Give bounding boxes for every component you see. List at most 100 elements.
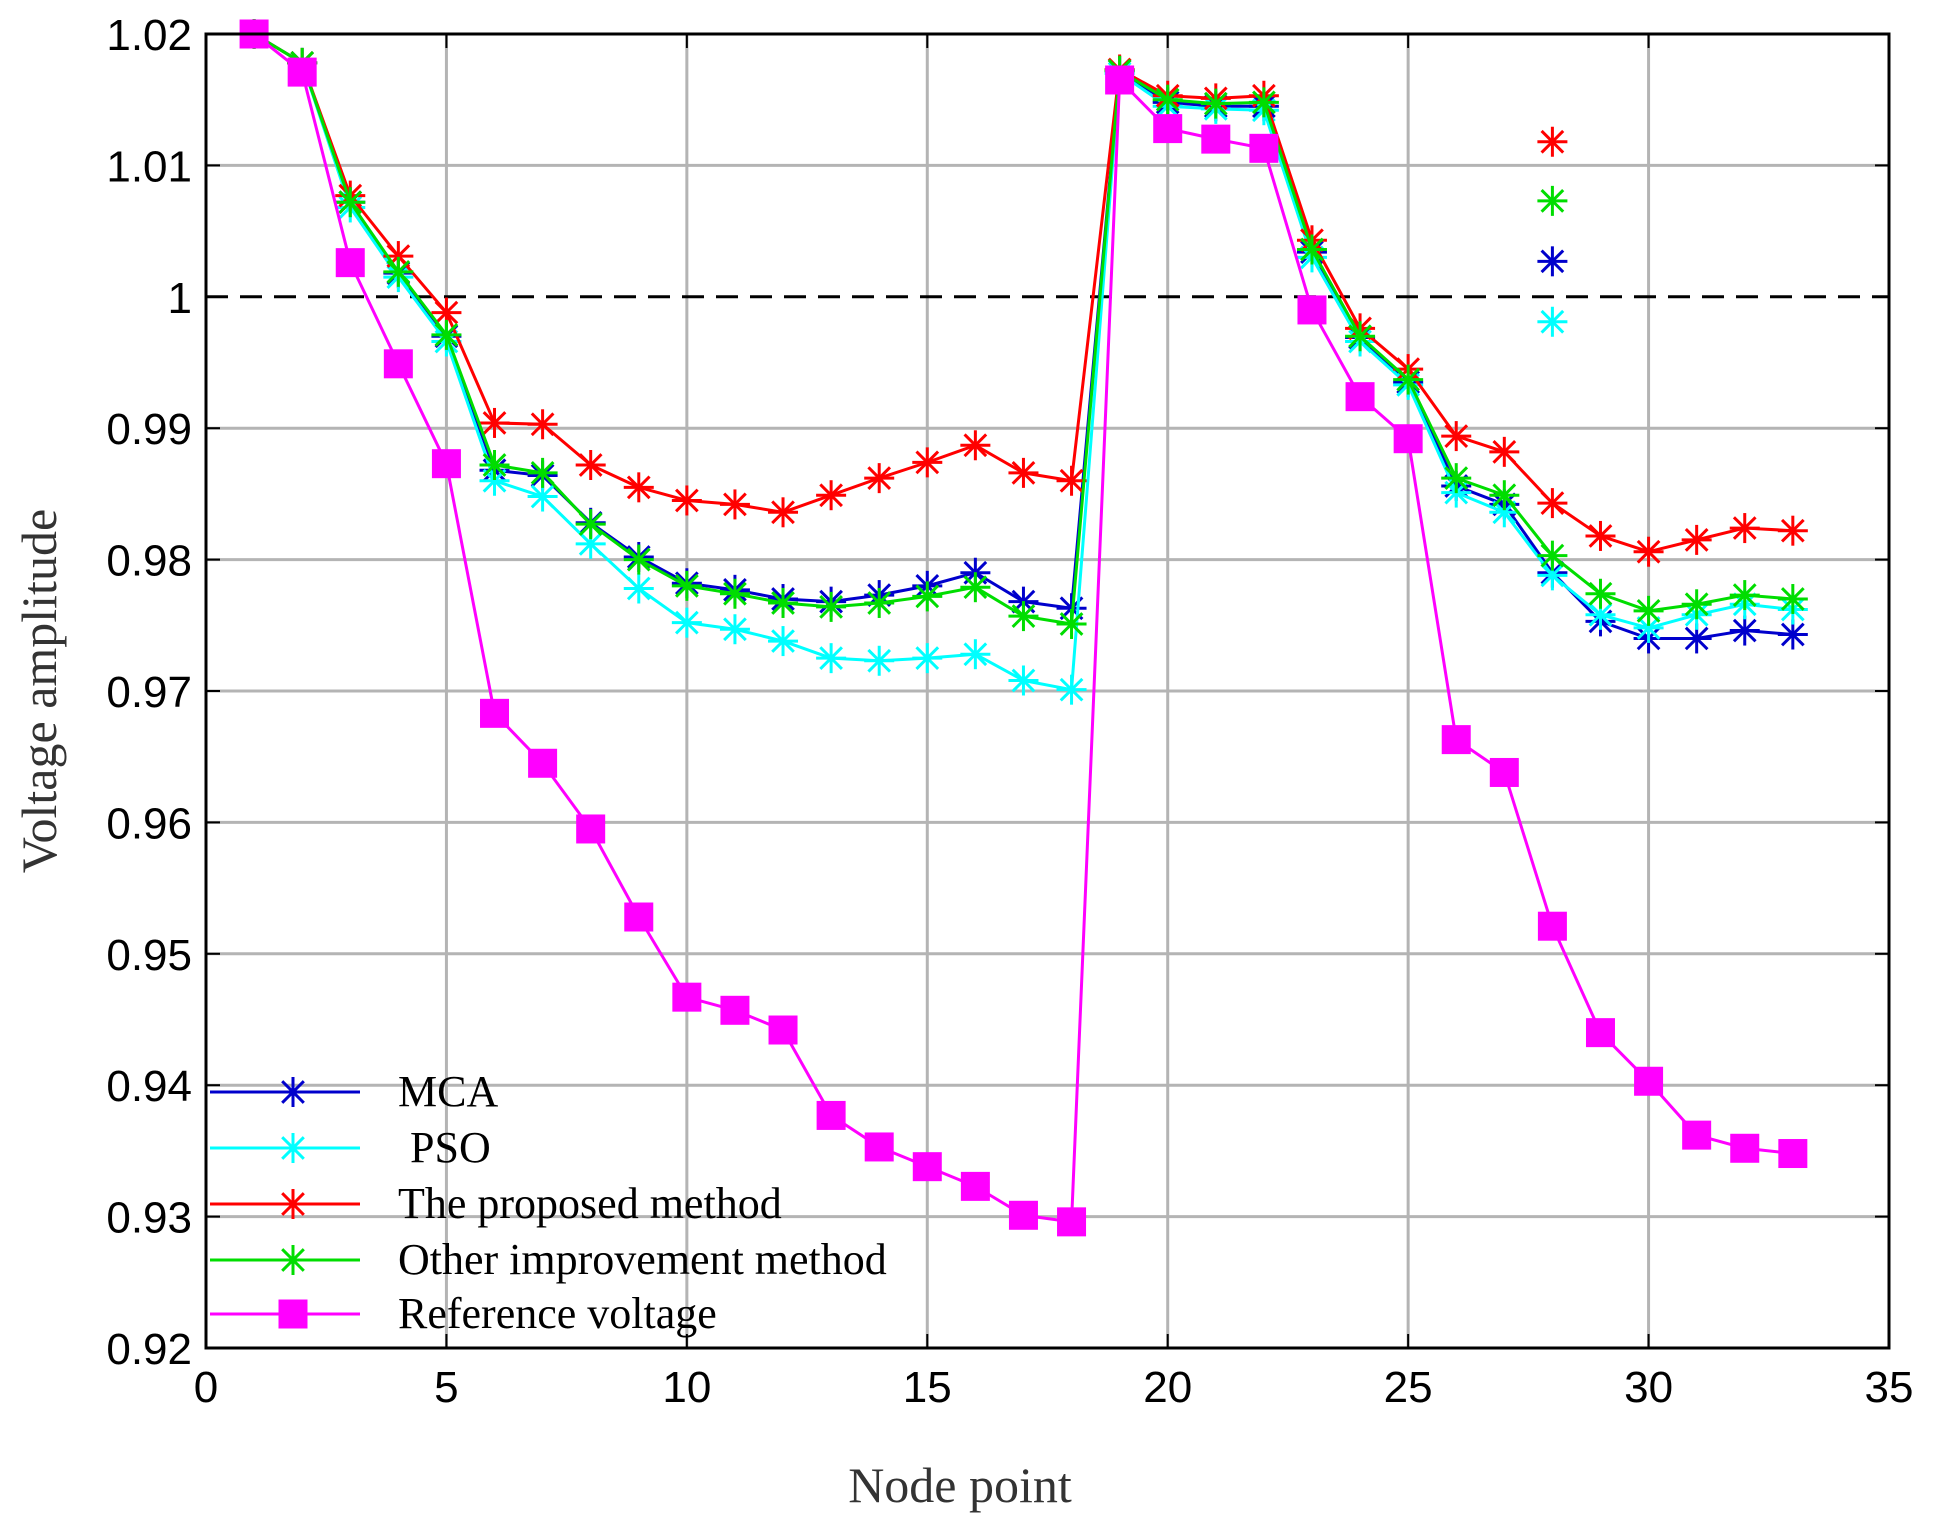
- data-point-the-proposed-method: [575, 449, 606, 480]
- x-tick-label: 20: [1143, 1363, 1192, 1412]
- legend-label: Other improvement method: [398, 1235, 887, 1284]
- y-tick-label: 0.94: [106, 1062, 192, 1111]
- legend-item-the-proposed-method: The proposed method: [210, 1179, 782, 1228]
- data-point-other-improvement-method: [527, 457, 558, 488]
- data-point-the-proposed-method: [864, 463, 895, 494]
- data-point-pso: [1008, 665, 1039, 696]
- data-point-the-proposed-method: [719, 489, 750, 520]
- data-point-other-improvement-method: [1729, 580, 1760, 611]
- data-point-other-improvement-method: [623, 544, 654, 575]
- data-point-other-improvement-method: [768, 587, 799, 618]
- legend-label: MCA: [398, 1067, 498, 1116]
- data-point-pso: [864, 645, 895, 676]
- stray-markers: [1537, 126, 1568, 337]
- data-point-reference-voltage: [287, 57, 317, 87]
- data-point-reference-voltage: [480, 698, 510, 728]
- data-point-other-improvement-method: [960, 572, 991, 603]
- grid: [206, 34, 1889, 1348]
- data-point-other-improvement-method: [671, 570, 702, 601]
- data-point-other-improvement-method: [1537, 540, 1568, 571]
- data-point-other-improvement-method: [1489, 480, 1520, 511]
- y-tick-label: 0.95: [106, 931, 192, 980]
- data-point-reference-voltage: [1489, 757, 1519, 787]
- data-point-reference-voltage: [1153, 114, 1183, 144]
- data-point-other-improvement-method: [1681, 589, 1712, 620]
- data-point-the-proposed-method: [1008, 457, 1039, 488]
- series-other-improvement-method: [239, 19, 1808, 639]
- data-point-reference-voltage: [1778, 1139, 1808, 1169]
- data-point-other-improvement-method: [864, 587, 895, 618]
- data-point-the-proposed-method: [768, 497, 799, 528]
- x-tick-label: 10: [662, 1363, 711, 1412]
- y-tick-label: 1.01: [106, 142, 192, 191]
- data-point-the-proposed-method: [527, 409, 558, 440]
- data-point-other-improvement-method: [1200, 88, 1231, 119]
- data-point-other-improvement-method: [1056, 608, 1087, 639]
- y-tick-label: 0.93: [106, 1194, 192, 1243]
- data-point-reference-voltage: [1585, 1018, 1615, 1048]
- data-point-reference-voltage: [1297, 295, 1327, 325]
- series-line-other-improvement-method: [253, 32, 1793, 626]
- data-point-the-proposed-method: [1633, 536, 1664, 567]
- x-tick-label: 30: [1624, 1363, 1673, 1412]
- data-point-the-proposed-method: [623, 472, 654, 503]
- legend-item-pso: PSO: [210, 1123, 491, 1172]
- data-point-other-improvement-method: [479, 449, 510, 480]
- data-point-reference-voltage: [1201, 124, 1231, 154]
- data-point-other-improvement-method: [431, 319, 462, 350]
- data-point-other-improvement-method: [1393, 364, 1424, 395]
- stray-marker: [1537, 306, 1568, 337]
- data-point-pso: [623, 573, 654, 604]
- data-point-other-improvement-method: [1633, 595, 1664, 626]
- data-point-the-proposed-method: [479, 407, 510, 438]
- legend: MCA PSO The proposed method Other improveme…: [210, 1067, 887, 1338]
- data-point-the-proposed-method: [1489, 436, 1520, 467]
- data-point-reference-voltage: [768, 1015, 798, 1045]
- legend-label: PSO: [410, 1123, 491, 1172]
- series-reference-voltage: [239, 19, 1808, 1237]
- series-the-proposed-method: [239, 19, 1808, 567]
- data-point-reference-voltage: [960, 1171, 990, 1201]
- data-point-reference-voltage: [1441, 725, 1471, 755]
- data-point-other-improvement-method: [1345, 321, 1376, 352]
- stray-marker: [1537, 126, 1568, 157]
- data-point-the-proposed-method: [1729, 513, 1760, 544]
- data-point-other-improvement-method: [1441, 463, 1472, 494]
- y-tick-label: 0.97: [106, 668, 192, 717]
- data-point-the-proposed-method: [1585, 520, 1616, 551]
- legend-swatch-marker: [278, 1077, 308, 1107]
- data-point-other-improvement-method: [1152, 84, 1183, 115]
- y-tick-label: 1.02: [106, 11, 192, 60]
- legend-label: The proposed method: [398, 1179, 782, 1228]
- legend-item-other-improvement-method: Other improvement method: [210, 1235, 887, 1284]
- legend-item-mca: MCA: [210, 1067, 498, 1116]
- data-point-reference-voltage: [672, 982, 702, 1012]
- data-point-pso: [719, 614, 750, 645]
- y-tick-label: 0.96: [106, 799, 192, 848]
- data-point-the-proposed-method: [671, 485, 702, 516]
- data-point-the-proposed-method: [1777, 515, 1808, 546]
- x-tick-label: 5: [434, 1363, 458, 1412]
- data-point-other-improvement-method: [335, 187, 366, 218]
- data-point-the-proposed-method: [1056, 465, 1087, 496]
- data-point-pso: [671, 607, 702, 638]
- x-tick-label: 35: [1865, 1363, 1914, 1412]
- data-point-mca: [1729, 615, 1760, 646]
- data-point-reference-voltage: [816, 1100, 846, 1130]
- data-point-other-improvement-method: [383, 256, 414, 287]
- data-point-reference-voltage: [1105, 65, 1135, 95]
- data-point-reference-voltage: [624, 902, 654, 932]
- data-point-the-proposed-method: [1681, 524, 1712, 555]
- data-point-the-proposed-method: [1441, 421, 1472, 452]
- data-point-other-improvement-method: [1585, 578, 1616, 609]
- legend-label: Reference voltage: [398, 1289, 717, 1338]
- data-point-the-proposed-method: [816, 480, 847, 511]
- data-point-reference-voltage: [383, 349, 413, 379]
- data-point-reference-voltage: [1682, 1120, 1712, 1150]
- data-point-other-improvement-method: [912, 581, 943, 612]
- legend-swatch-marker: [278, 1245, 308, 1275]
- data-point-other-improvement-method: [1008, 601, 1039, 632]
- data-point-reference-voltage: [1730, 1133, 1760, 1163]
- data-point-pso: [912, 643, 943, 674]
